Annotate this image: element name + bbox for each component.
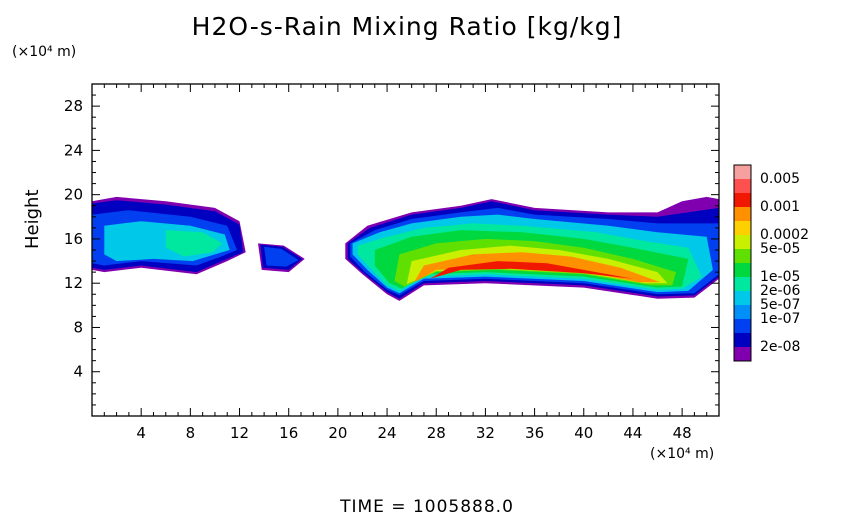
colorbar-swatch — [734, 291, 751, 305]
y-tick-label: 4 — [73, 363, 83, 381]
colorbar-label: 1e-05 — [760, 269, 800, 285]
x-tick-label: 28 — [427, 424, 446, 442]
x-tick-label: 32 — [476, 424, 495, 442]
colorbar-swatch — [734, 319, 751, 333]
colorbar-swatch — [734, 249, 751, 263]
colorbar-swatch — [734, 333, 751, 347]
time-footer: TIME = 1005888.0 — [340, 497, 514, 517]
colorbar-swatch — [734, 179, 751, 193]
band-5e-07-1 — [264, 246, 299, 267]
colorbar-swatch — [734, 347, 751, 361]
x-tick-label: 24 — [378, 424, 397, 442]
y-tick-label: 16 — [64, 230, 83, 248]
colorbar-label: 5e-05 — [760, 241, 800, 257]
colorbar-swatch — [734, 305, 751, 319]
x-tick-label: 12 — [230, 424, 249, 442]
colorbar-swatch — [734, 165, 751, 179]
x-tick-label: 16 — [279, 424, 298, 442]
y-axis-unit: (×10⁴ m) — [12, 44, 77, 60]
x-tick-label: 4 — [136, 424, 146, 442]
x-tick-label: 36 — [525, 424, 544, 442]
colorbar-label: 5e-07 — [760, 297, 800, 313]
y-tick-label: 20 — [64, 186, 83, 204]
colorbar-label: 0.005 — [760, 171, 800, 187]
y-tick-label: 28 — [64, 97, 83, 115]
colorbar-label: 2e-08 — [760, 339, 800, 355]
x-axis-unit: (×10⁴ m) — [650, 446, 715, 462]
y-tick-label: 8 — [73, 318, 83, 336]
x-tick-label: 40 — [574, 424, 593, 442]
colorbar-label: 2e-06 — [760, 283, 800, 299]
plot-area — [92, 196, 719, 301]
colorbar-label: 0.0002 — [760, 227, 809, 243]
colorbar-swatch — [734, 193, 751, 207]
y-tick-label: 24 — [64, 141, 83, 159]
colorbar-label: 1e-07 — [760, 311, 800, 327]
x-tick-label: 48 — [673, 424, 692, 442]
chart-title: H2O-s-Rain Mixing Ratio [kg/kg] — [191, 12, 623, 41]
colorbar-label: 0.001 — [760, 199, 800, 215]
colorbar-swatch — [734, 277, 751, 291]
x-tick-label: 44 — [623, 424, 642, 442]
x-tick-label: 8 — [186, 424, 196, 442]
band-1e-05-0 — [165, 230, 223, 257]
x-tick-label: 20 — [328, 424, 347, 442]
colorbar-swatch — [734, 263, 751, 277]
y-tick-label: 12 — [64, 274, 83, 292]
colorbar-swatch — [734, 235, 751, 249]
colorbar-swatch — [734, 221, 751, 235]
band-peak-0 — [430, 261, 633, 279]
colorbar-frame — [733, 164, 752, 362]
colorbar-swatch — [734, 207, 751, 221]
